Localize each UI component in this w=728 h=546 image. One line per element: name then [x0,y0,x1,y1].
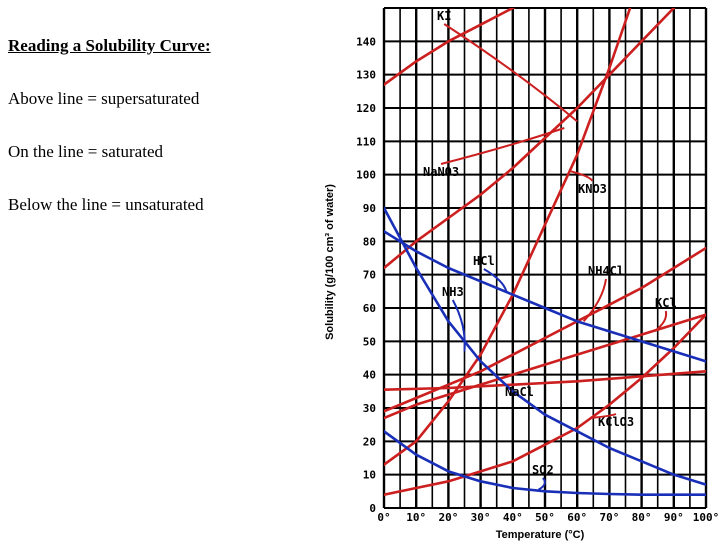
curve-label-nacl: NaCl [505,385,534,399]
y-tick-label: 20 [363,435,376,448]
y-tick-label: 10 [363,469,376,482]
curve-label-hcl: HCl [473,254,495,268]
chart-series [384,8,706,496]
curve-leader-nacl [512,383,522,386]
x-tick-labels: 0° 10° 20° 30° 40° 50° 60° 70° 80° 90° 100° [377,511,719,524]
y-tick-label: 0 [369,502,376,515]
x-tick-label: 30° [471,511,491,524]
notes-heading: Reading a Solubility Curve: [8,36,211,55]
notes-panel: Reading a Solubility Curve: Above line =… [8,36,308,248]
series-line-nacl [384,370,706,391]
y-tick-label: 130 [356,69,376,82]
series-line-so2 [384,430,706,496]
curve-labels: KI NaNO3 KNO3 HCl NH4Cl NH3 KCl NaCl KClO3 SO2 [423,9,677,491]
curve-leader-so2 [538,477,546,491]
series-line-ki [384,8,516,86]
curve-label-kcl: KCl [655,296,677,310]
x-tick-label: 20° [438,511,458,524]
y-tick-label: 60 [363,302,376,315]
curve-label-kclo3: KClO3 [598,415,634,429]
x-tick-label: 10° [406,511,426,524]
series-line-nh3 [384,206,706,486]
x-tick-label: 100° [693,511,720,524]
x-tick-label: 70° [599,511,619,524]
curve-leader-nh4cl [582,278,607,323]
curve-leader-nano3 [440,127,565,165]
y-tick-label: 50 [363,335,376,348]
curve-leader-ki [443,23,578,123]
x-axis-title: Temperature (°C) [496,529,585,541]
y-tick-label: 100 [356,169,376,182]
chart-grid [382,7,708,509]
series-line-nano3 [384,8,676,270]
y-axis-title: Solubility (g/100 cm³ of water) [324,184,336,340]
note-unsaturated: Below the line = unsaturated [8,195,204,214]
x-tick-label: 60° [567,511,587,524]
curve-leader-nh3 [451,299,466,352]
y-tick-label: 30 [363,402,376,415]
curve-label-kno3: KNO3 [578,182,607,196]
series-line-kcl [384,313,706,420]
series-line-kclo3 [384,313,706,496]
curve-label-so2: SO2 [532,463,554,477]
series-line-hcl [384,230,706,363]
curve-label-nano3: NaNO3 [423,165,459,179]
y-tick-label: 110 [356,135,376,148]
curve-label-nh3: NH3 [442,285,464,299]
y-tick-label: 70 [363,269,376,282]
note-saturated: On the line = saturated [8,142,163,161]
y-tick-labels: 0 10 20 30 40 50 60 70 80 90 100 110 120 130 140 [356,35,376,515]
y-tick-label: 120 [356,102,376,115]
y-tick-label: 80 [363,235,376,248]
y-tick-label: 140 [356,35,376,48]
solubility-chart: 0 10 20 30 40 50 60 70 80 90 100 110 120 130 140 0° 10°… [324,7,719,541]
x-tick-label: 80° [632,511,652,524]
curve-leader-kno3 [570,170,594,182]
x-tick-label: 50° [535,511,555,524]
curve-label-ki: KI [437,9,451,23]
x-tick-label: 40° [503,511,523,524]
x-tick-label: 0° [377,511,390,524]
curve-leader-kclo3 [589,413,617,419]
curve-leader-hcl [483,268,508,292]
y-tick-label: 90 [363,202,376,215]
curve-label-nh4cl: NH4Cl [588,264,624,278]
x-tick-label: 90° [664,511,684,524]
curve-leader-kcl [653,310,668,333]
y-tick-label: 40 [363,369,376,382]
note-supersaturated: Above line = supersaturated [8,89,200,108]
